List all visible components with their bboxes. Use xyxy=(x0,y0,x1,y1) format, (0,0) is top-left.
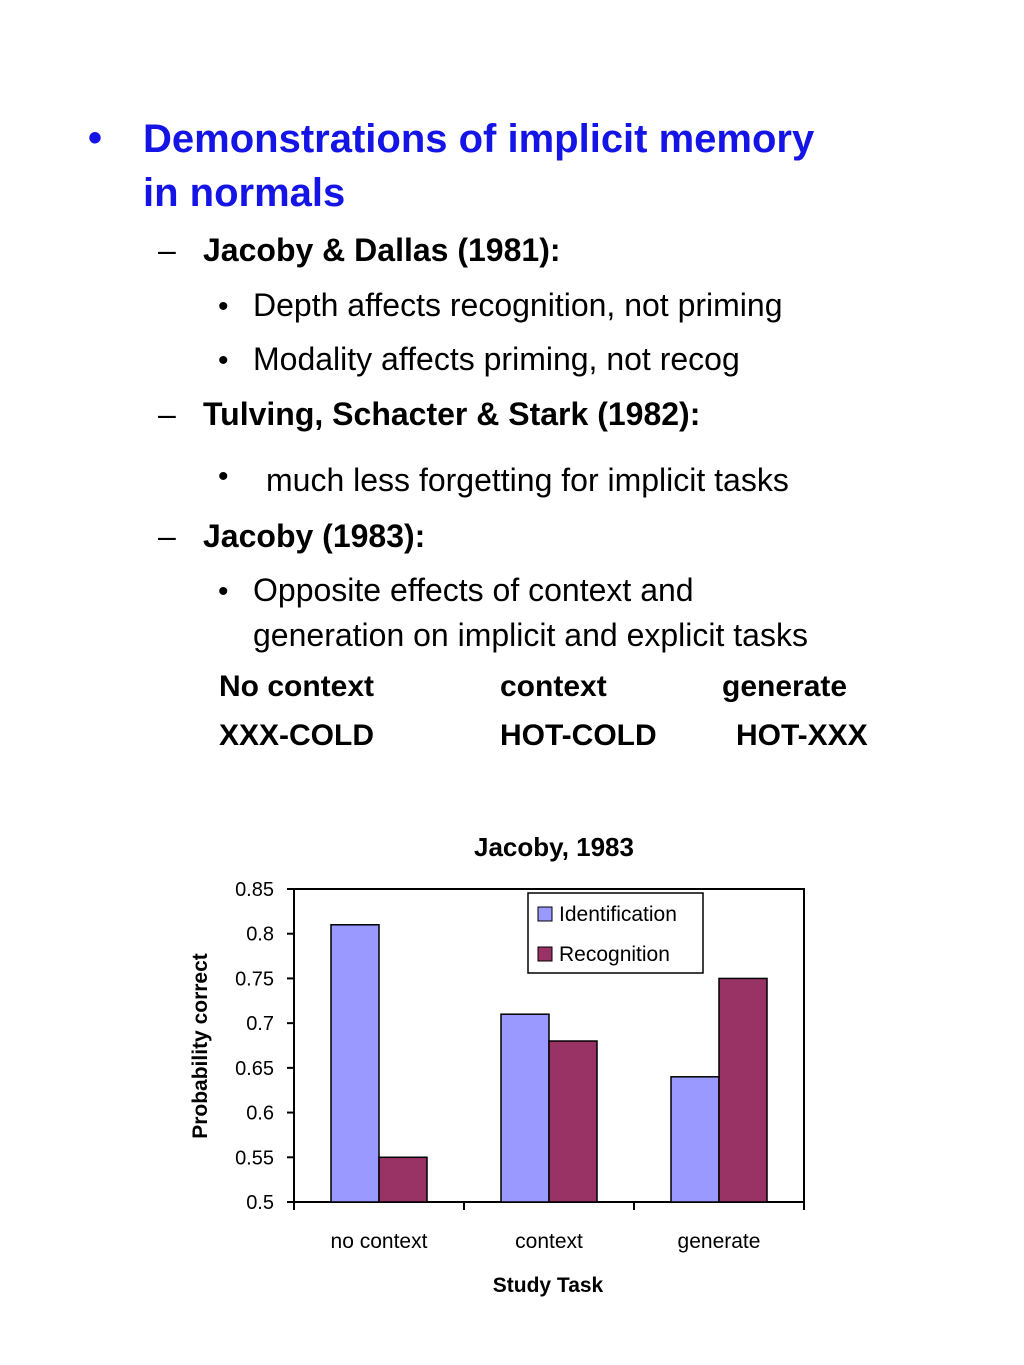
y-tick-label: 0.6 xyxy=(246,1103,274,1125)
section-heading-tulving: Tulving, Schacter & Stark (1982): xyxy=(203,396,701,432)
y-tick-label: 0.5 xyxy=(246,1192,274,1214)
list-item-continuation: generation on implicit and explicit task… xyxy=(253,617,808,653)
y-tick-label: 0.55 xyxy=(235,1147,274,1169)
bar-recognition-context xyxy=(548,1040,598,1203)
bar-chart: Jacoby, 1983 Probability correct Study T… xyxy=(189,832,805,1297)
dash-marker: – xyxy=(158,518,176,554)
legend-swatch xyxy=(537,906,553,922)
list-item: Depth affects recognition, not priming xyxy=(253,287,783,323)
list-item: much less forgetting for implicit tasks xyxy=(266,462,789,498)
condition-header-generate: generate xyxy=(722,670,848,703)
legend-label: Recognition xyxy=(559,943,670,966)
y-tick-label: 0.75 xyxy=(235,968,274,990)
legend-swatch xyxy=(537,946,553,962)
x-axis-label: Study Task xyxy=(493,1274,604,1297)
list-item: Opposite effects of context and xyxy=(253,572,694,608)
bar-identification-context xyxy=(500,1013,550,1203)
sub-bullet: • xyxy=(218,290,229,323)
condition-example-no-context: XXX-COLD xyxy=(219,719,375,752)
dash-marker: – xyxy=(158,396,176,432)
legend-label: Identification xyxy=(559,903,677,926)
section-heading-jacoby-dallas: Jacoby & Dallas (1981): xyxy=(203,232,561,268)
section-heading-jacoby-1983: Jacoby (1983): xyxy=(203,518,426,554)
bar-identification-no-context xyxy=(330,924,380,1203)
condition-header-no-context: No context xyxy=(219,670,375,703)
title-bullet: • xyxy=(88,116,103,160)
sub-bullet: • xyxy=(218,344,229,377)
list-item: Modality affects priming, not recog xyxy=(253,341,740,377)
sub-bullet: • xyxy=(218,460,229,493)
y-tick-label: 0.65 xyxy=(235,1058,274,1080)
dash-marker: – xyxy=(158,232,176,268)
legend-box xyxy=(527,892,704,974)
x-tick-label: generate xyxy=(678,1230,761,1253)
x-tick-label: no context xyxy=(331,1230,428,1253)
condition-example-context: HOT-COLD xyxy=(500,719,657,752)
bar-recognition-no-context xyxy=(378,1156,428,1203)
condition-example-generate: HOT-XXX xyxy=(736,719,868,752)
x-tick-label: context xyxy=(515,1230,583,1253)
slide-title-line-2: in normals xyxy=(143,171,346,215)
chart-title: Jacoby, 1983 xyxy=(474,832,634,862)
y-tick-label: 0.8 xyxy=(246,924,274,946)
condition-header-context: context xyxy=(500,670,607,703)
y-tick-label: 0.85 xyxy=(235,879,274,901)
slide-title-line-1: Demonstrations of implicit memory xyxy=(143,117,815,161)
bar-identification-generate xyxy=(670,1076,720,1203)
sub-bullet: • xyxy=(218,575,229,608)
y-tick-label: 0.7 xyxy=(246,1013,274,1035)
bar-recognition-generate xyxy=(718,977,768,1203)
y-axis-label: Probability correct xyxy=(189,953,212,1139)
